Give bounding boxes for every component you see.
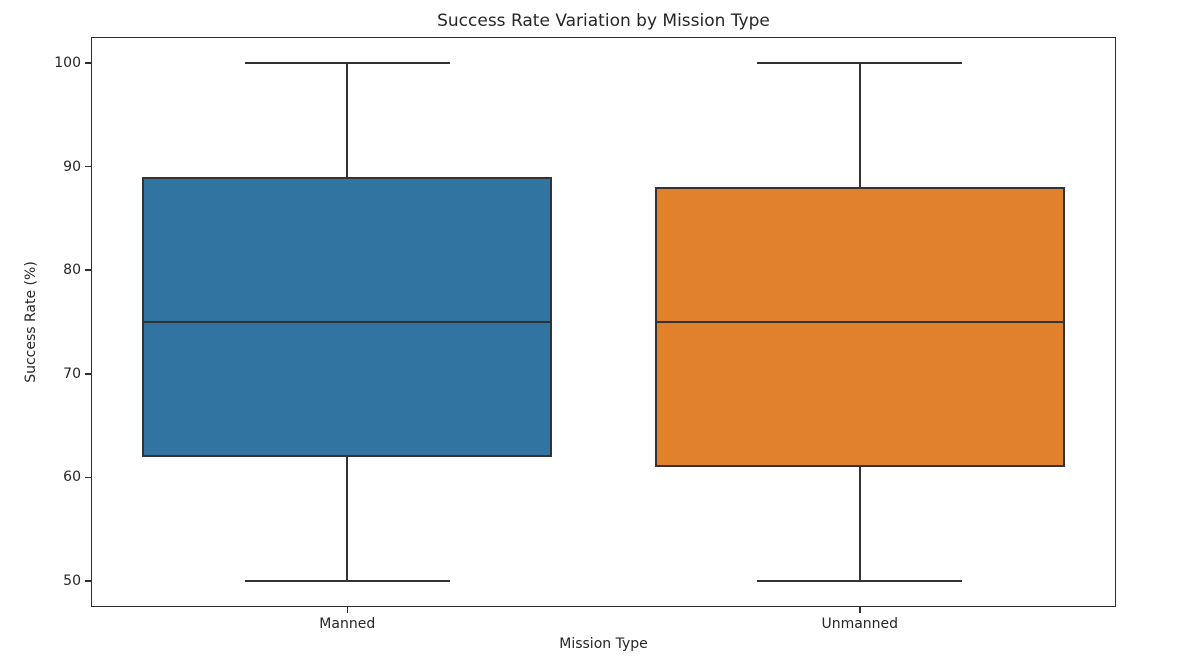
y-tick-label: 50	[63, 573, 81, 590]
whisker-lower-line	[346, 456, 349, 582]
y-tick-label: 70	[63, 365, 81, 382]
y-tick-label: 60	[63, 469, 81, 486]
y-axis-label: Success Rate (%)	[23, 261, 39, 383]
box-unmanned	[654, 187, 1065, 468]
box-manned	[142, 176, 553, 457]
chart-title: Success Rate Variation by Mission Type	[437, 11, 770, 31]
whisker-lower-cap	[757, 580, 963, 583]
whisker-upper-line	[346, 62, 349, 177]
whisker-upper-cap	[244, 61, 450, 64]
whisker-lower-line	[858, 467, 861, 582]
y-tick-label: 80	[63, 262, 81, 279]
y-tick-mark	[85, 62, 91, 64]
whisker-upper-line	[858, 62, 861, 188]
y-tick-mark	[85, 165, 91, 168]
y-tick-label: 100	[54, 54, 81, 71]
x-tick-label: Unmanned	[821, 616, 899, 632]
y-tick-mark	[85, 580, 91, 582]
x-tick-mark	[346, 607, 348, 613]
x-tick-mark	[859, 607, 861, 613]
x-tick-label: Manned	[319, 616, 376, 632]
y-tick-mark	[85, 476, 91, 479]
median-line	[142, 320, 553, 324]
y-tick-label: 90	[63, 158, 81, 175]
whisker-upper-cap	[757, 61, 963, 64]
x-axis-label: Mission Type	[559, 636, 648, 652]
y-tick-mark	[85, 373, 91, 375]
median-line	[654, 320, 1065, 324]
y-tick-mark	[85, 269, 91, 271]
whisker-lower-cap	[244, 580, 450, 583]
